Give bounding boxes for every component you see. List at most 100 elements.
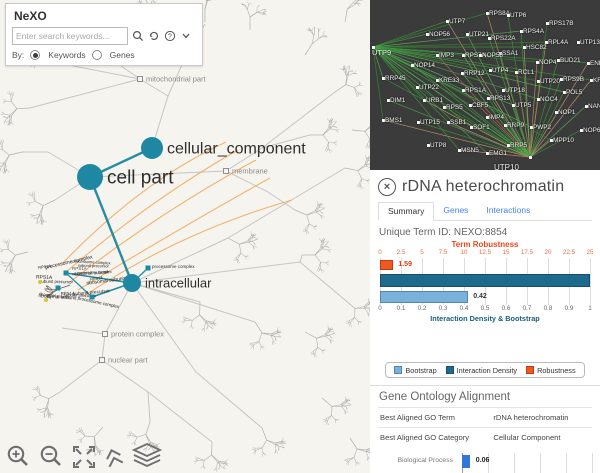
tree-term-node[interactable] — [102, 331, 108, 337]
network-gene-label[interactable]: KRR1 — [593, 77, 600, 84]
network-gene-label[interactable]: UTP7 — [449, 18, 466, 25]
network-gene-label[interactable]: RRP5 — [510, 142, 528, 149]
tree-term-label[interactable]: nuclear part — [108, 356, 149, 365]
help-icon[interactable]: ? — [163, 30, 176, 43]
network-gene-label[interactable]: SSB1 — [450, 119, 467, 126]
network-gene-label[interactable]: UTP20 — [540, 78, 560, 85]
network-gene-node[interactable] — [425, 32, 429, 36]
cluster-term-label[interactable]: RPS1A — [38, 263, 52, 270]
cluster-term-label[interactable]: ribosomal subunit — [38, 293, 77, 301]
network-gene-label[interactable]: RPS7A — [465, 52, 486, 59]
tree-term-node[interactable] — [55, 285, 61, 291]
close-icon[interactable]: × — [378, 178, 396, 196]
network-gene-label[interactable]: NOP56 — [429, 31, 450, 38]
network-gene-label[interactable]: NAN1 — [588, 103, 600, 110]
zoom-in-icon[interactable] — [6, 444, 31, 469]
network-gene-node[interactable] — [545, 21, 549, 25]
double-chevron-icon[interactable] — [101, 444, 127, 471]
network-gene-node[interactable] — [381, 118, 385, 122]
network-gene-node[interactable] — [514, 70, 518, 74]
zoom-out-icon[interactable] — [39, 444, 64, 469]
network-gene-label[interactable]: RPL4A — [548, 39, 569, 46]
tree-term-node[interactable] — [77, 164, 103, 190]
network-gene-label[interactable]: IMP3 — [439, 52, 454, 59]
cluster-term-label[interactable]: subunit precursor — [78, 263, 110, 269]
network-gene-node[interactable] — [562, 90, 566, 94]
network-gene-label[interactable]: MPP10 — [553, 137, 574, 144]
network-gene-node[interactable] — [488, 68, 492, 72]
network-gene-node[interactable] — [435, 78, 439, 82]
network-gene-label[interactable]: HSC82 — [526, 44, 547, 51]
network-gene-node[interactable] — [410, 63, 414, 67]
network-gene-node[interactable] — [503, 123, 507, 127]
network-gene-label[interactable]: RPS13 — [490, 95, 511, 102]
network-gene-label[interactable]: NOP58 — [482, 52, 503, 59]
network-gene-node[interactable] — [371, 45, 375, 49]
network-gene-node[interactable] — [559, 77, 563, 81]
network-gene-node[interactable] — [519, 29, 523, 33]
network-gene-label[interactable]: CBF5 — [472, 102, 489, 109]
cluster-term-label[interactable]: ribosomal subunit — [86, 276, 126, 287]
network-gene-node[interactable] — [386, 98, 390, 102]
genes-radio[interactable] — [91, 50, 102, 60]
network-gene-label[interactable]: UTP22 — [419, 84, 439, 91]
network-gene-label[interactable]: UTP15 — [420, 119, 440, 126]
fit-screen-icon[interactable] — [72, 445, 96, 469]
network-gene-label[interactable]: RRP45 — [385, 75, 406, 82]
cluster-term-label[interactable]: subunit precursor — [39, 279, 73, 285]
network-gene-label[interactable]: SSA1 — [502, 50, 519, 57]
network-gene-node[interactable] — [556, 58, 560, 62]
network-gene-label[interactable]: RPS5 — [446, 104, 463, 111]
network-gene-node[interactable] — [536, 79, 540, 83]
network-gene-label[interactable]: SOF1 — [473, 124, 490, 131]
network-gene-node[interactable] — [506, 13, 510, 17]
layers-icon[interactable] — [132, 443, 162, 469]
network-gene-label[interactable]: RPS17B — [549, 20, 574, 27]
cluster-term-label[interactable]: ribosomal subunit — [39, 291, 71, 300]
tree-term-label[interactable]: cellular_component — [167, 141, 306, 158]
network-gene-label[interactable]: RCL1 — [518, 69, 535, 76]
network-gene-label[interactable]: UTP5 — [515, 102, 532, 109]
network-gene-label[interactable]: EMG1 — [489, 150, 508, 157]
network-gene-node[interactable] — [485, 151, 489, 155]
tree-term-node[interactable] — [141, 137, 163, 159]
network-gene-label[interactable]: PWP2 — [533, 124, 552, 131]
cluster-term-label[interactable]: RPS1A — [72, 266, 87, 271]
network-gene-label[interactable]: UTP18 — [505, 87, 525, 94]
search-icon[interactable] — [131, 30, 144, 43]
network-gene-label[interactable]: BUD21 — [560, 57, 581, 64]
network-gene-label[interactable]: NOP14 — [414, 62, 435, 69]
cluster-term-label[interactable]: RPS1A — [90, 275, 104, 282]
network-gene-node[interactable] — [535, 60, 539, 64]
tree-term-node[interactable] — [123, 274, 141, 292]
network-gene-node[interactable] — [446, 120, 450, 124]
network-gene-node[interactable] — [381, 76, 385, 80]
keywords-radio[interactable] — [30, 50, 41, 60]
network-gene-label[interactable]: UTP8 — [430, 142, 447, 149]
network-gene-label[interactable]: NOP6 — [583, 127, 600, 134]
network-gene-label[interactable]: UTP21 — [469, 31, 489, 38]
network-gene-label[interactable]: UTP9 — [372, 48, 392, 57]
network-gene-node[interactable] — [486, 96, 490, 100]
cluster-term-label[interactable]: subunit precursor — [73, 288, 111, 297]
network-gene-label[interactable]: NOP4 — [539, 59, 557, 66]
network-gene-label[interactable]: RPS22A — [491, 35, 516, 42]
network-gene-node[interactable] — [528, 155, 532, 159]
tree-term-node[interactable] — [145, 265, 151, 271]
network-gene-label[interactable]: KRE33 — [439, 77, 460, 84]
network-gene-node[interactable] — [457, 148, 461, 152]
network-gene-node[interactable] — [468, 103, 472, 107]
tree-term-node[interactable] — [63, 270, 69, 276]
interaction-network-panel[interactable]: RPS8A UTP6 UTP7 RPS17B NOP56 UTP21 RPS4A RPS22A… — [370, 0, 600, 170]
network-gene-label[interactable]: UTP6 — [510, 12, 527, 19]
network-gene-node[interactable] — [501, 88, 505, 92]
network-gene-node[interactable] — [485, 115, 489, 119]
network-gene-node[interactable] — [549, 138, 553, 142]
cluster-term-label[interactable]: RPS1A — [36, 274, 53, 280]
network-gene-label[interactable]: MSN5 — [461, 147, 479, 154]
cluster-term-label[interactable]: subunit precursor — [64, 292, 98, 298]
network-gene-node[interactable] — [506, 143, 510, 147]
tab-genes[interactable]: Genes — [443, 205, 469, 215]
network-gene-node[interactable] — [415, 85, 419, 89]
